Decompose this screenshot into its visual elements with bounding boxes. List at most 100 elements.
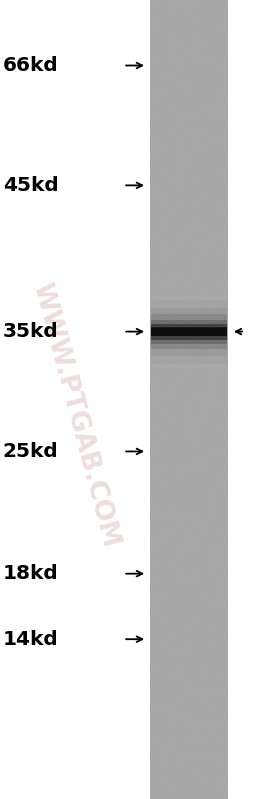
Point [168,476,172,489]
Point [181,179,186,192]
Point [202,495,206,507]
Point [165,6,170,19]
Point [189,66,194,79]
Point [177,8,181,21]
Point [183,664,187,677]
Point [152,490,157,503]
Point [204,497,209,510]
Point [160,365,165,378]
Point [198,622,202,634]
Point [170,662,174,674]
Point [149,181,153,194]
Point [153,680,157,693]
Point [212,477,217,490]
Point [159,547,164,560]
Point [162,11,166,24]
Point [219,350,224,363]
Point [206,633,210,646]
Point [160,240,164,253]
Point [201,782,206,795]
Point [204,487,208,500]
Point [154,214,158,227]
Point [218,153,223,166]
Point [209,635,213,648]
Point [214,730,218,743]
Point [202,789,206,799]
Point [224,669,228,682]
Point [190,10,194,22]
Point [149,138,153,151]
Point [164,51,168,64]
Point [165,686,170,698]
Point [176,144,180,157]
Point [224,791,229,799]
Point [217,71,222,84]
Point [200,184,204,197]
Point [166,666,170,678]
Point [198,635,203,648]
Point [205,751,209,764]
Point [212,737,216,750]
Point [185,578,190,591]
Point [149,730,153,743]
Point [170,217,174,229]
Point [161,755,165,768]
Point [223,658,228,670]
Point [151,135,156,148]
Point [215,666,220,679]
Point [172,507,177,520]
Point [225,309,230,322]
Point [162,622,167,635]
Point [178,661,182,674]
Point [153,535,157,547]
Point [171,231,175,244]
Point [155,340,160,353]
Point [223,276,227,289]
Point [172,240,176,253]
Point [182,85,186,97]
Point [156,181,160,193]
Point [179,594,184,607]
Point [215,366,219,379]
Point [189,444,193,457]
Point [184,304,188,316]
Point [192,39,197,52]
Point [212,698,217,711]
Point [191,237,195,249]
Point [196,778,200,791]
Point [219,382,223,395]
Point [217,377,221,390]
Point [183,224,187,237]
Point [205,66,210,78]
Point [167,624,172,637]
Point [169,597,173,610]
Point [149,17,153,30]
Point [217,635,221,648]
Point [221,749,225,762]
Point [214,633,218,646]
Point [206,633,211,646]
Point [177,735,181,748]
Point [165,725,170,738]
Point [215,141,220,154]
Point [169,692,174,705]
Point [221,2,225,14]
Point [193,557,197,570]
Point [170,527,175,540]
Point [174,469,179,482]
Point [196,151,200,164]
Point [177,711,181,724]
Point [163,225,167,238]
Point [198,280,202,292]
Point [218,77,222,89]
Point [172,267,177,280]
Point [214,216,218,229]
Point [205,357,209,370]
Point [223,328,228,341]
Point [172,229,177,242]
Point [149,47,153,60]
Point [148,154,153,167]
Point [185,135,189,148]
Point [221,791,226,799]
Point [159,668,163,681]
